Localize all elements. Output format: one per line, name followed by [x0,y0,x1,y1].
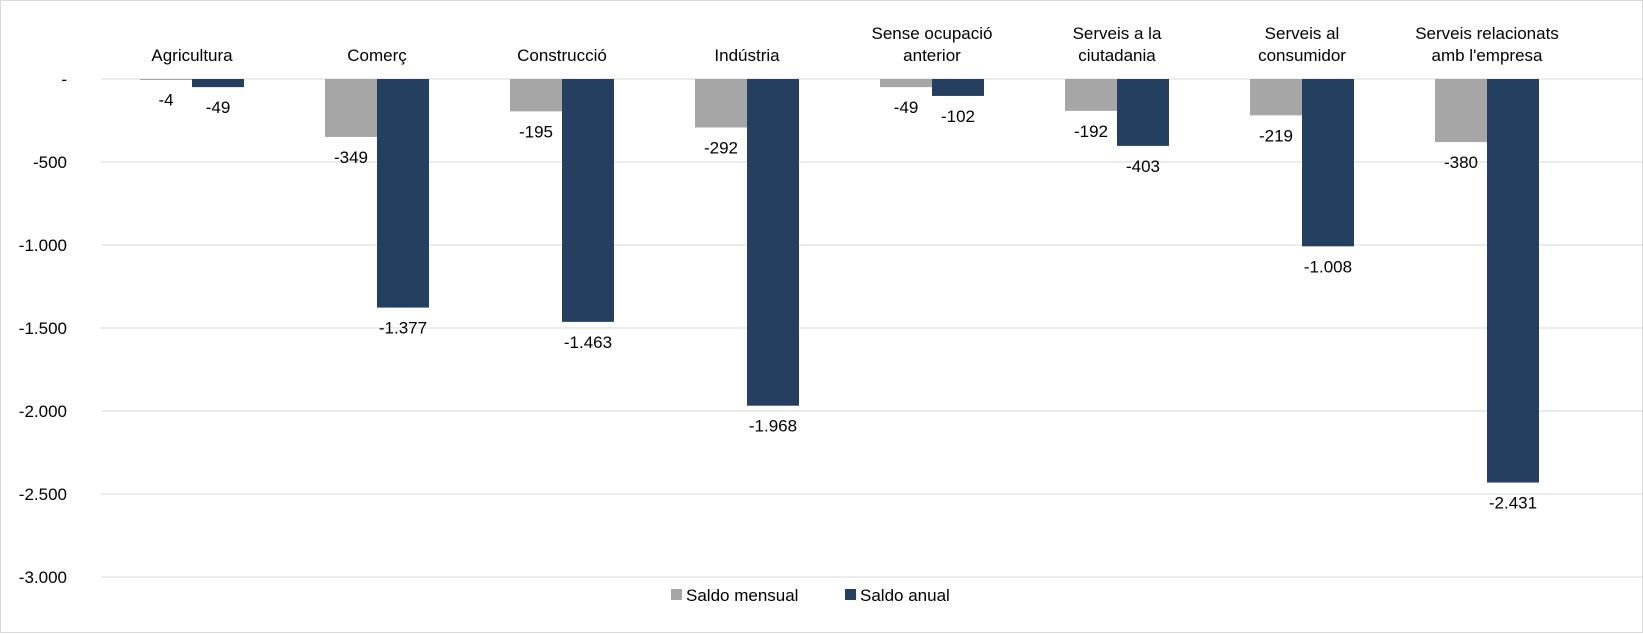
category-label: Construcció [517,46,607,65]
data-label: -1.008 [1304,257,1352,276]
legend-entry: Saldo anual [860,586,950,605]
bar-saldo-mensual [325,79,377,137]
data-label: -102 [941,107,975,126]
legend-swatch [671,589,682,600]
data-label: -1.968 [749,417,797,436]
gridlines [101,78,1643,578]
bar-saldo-mensual [695,79,747,128]
data-label: -1.377 [379,319,427,338]
data-label: -195 [519,122,553,141]
y-tick-label: -1.500 [19,319,67,338]
bar-saldo-mensual [140,79,192,80]
data-label: -49 [894,98,919,117]
data-label: -349 [334,148,368,167]
data-label: -1.463 [564,333,612,352]
bar-saldo-anual [377,79,429,308]
legend-entry: Saldo mensual [686,586,798,605]
category-label: Serveis relacionats amb l'empresa [1415,24,1559,65]
y-tick-label: -1.000 [19,236,67,255]
data-label: -219 [1259,126,1293,145]
y-axis-tick-labels: - -500 -1.000 -1.500 -2.000 -2.500 -3.000 [19,70,67,587]
data-labels: -4 -49 -349 -1.377 -195 -1.463 -292 -1.968 -49 -1… [158,91,1537,513]
bar-saldo-mensual [1065,79,1117,111]
y-tick-label: -500 [33,153,67,172]
bar-saldo-anual [1117,79,1169,146]
bar-saldo-anual [932,79,984,96]
bar-saldo-mensual [510,79,562,112]
bar-saldo-anual [1302,79,1354,247]
category-label: Comerç [347,46,407,65]
bar-saldo-anual [562,79,614,322]
category-label: Indústria [714,46,780,65]
category-label: Serveis al consumidor [1258,24,1346,65]
bar-saldo-anual [1487,79,1539,483]
bar-saldo-mensual [1435,79,1487,143]
bars [140,79,1539,483]
data-label: -2.431 [1489,494,1537,513]
y-tick-label: -2.500 [19,485,67,504]
data-label: -4 [158,91,173,110]
category-labels: Agricultura Comerç Construcció Indústria Sen… [151,24,1558,65]
data-label: -292 [704,138,738,157]
bar-saldo-mensual [1250,79,1302,116]
y-tick-label: - [61,70,67,89]
bar-saldo-anual [747,79,799,406]
category-label: Serveis a la ciutadania [1073,24,1162,65]
category-label: Sense ocupació anterior [872,24,993,65]
data-label: -380 [1444,153,1478,172]
y-tick-label: -3.000 [19,568,67,587]
legend-swatch [845,589,856,600]
data-label: -403 [1126,157,1160,176]
bar-saldo-anual [192,79,244,88]
legend: Saldo mensual Saldo anual [671,586,950,605]
bar-saldo-mensual [880,79,932,88]
data-label: -192 [1074,122,1108,141]
category-label: Agricultura [151,46,233,65]
data-label: -49 [206,98,231,117]
y-tick-label: -2.000 [19,402,67,421]
